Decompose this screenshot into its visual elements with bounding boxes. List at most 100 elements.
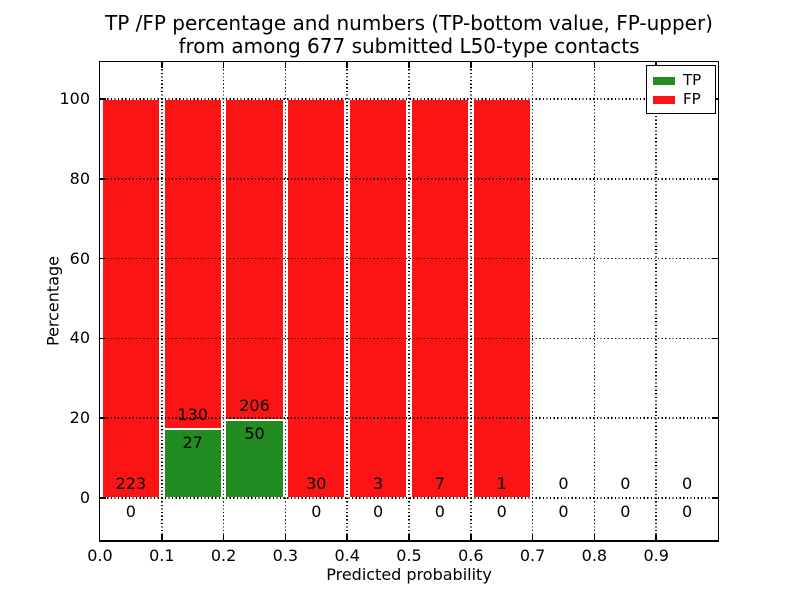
x-tick-mark	[222, 534, 225, 540]
fp-count-label: 3	[373, 474, 384, 493]
gridline-vertical	[408, 62, 410, 540]
fp-count-label: 223	[115, 474, 147, 493]
x-tick-mark	[284, 534, 287, 540]
gridline-horizontal	[100, 497, 718, 499]
tp-count-label: 0	[496, 502, 507, 521]
gridline-horizontal	[100, 257, 718, 260]
bar-fp	[163, 99, 222, 430]
tp-count-label: 27	[182, 433, 203, 453]
x-tick-label: 0.9	[643, 546, 669, 565]
tp-count-label: 0	[682, 502, 693, 521]
legend-label: TP	[683, 71, 702, 89]
y-tick-mark-right	[712, 178, 718, 180]
bar-tp	[163, 429, 222, 498]
x-tick-mark-top	[346, 62, 348, 68]
gridline-vertical	[284, 62, 287, 540]
gridline-horizontal	[100, 98, 718, 100]
legend-entry-tp: TP	[653, 71, 709, 90]
tp-count-label: 0	[125, 502, 136, 521]
y-tick-mark	[100, 497, 106, 499]
gridline-vertical	[655, 62, 657, 540]
y-tick-label: 60	[69, 248, 90, 268]
x-tick-mark	[531, 534, 534, 540]
x-tick-mark	[346, 534, 348, 540]
gridline-horizontal	[100, 337, 718, 340]
x-tick-mark-top	[470, 62, 472, 68]
x-tick-mark	[161, 534, 163, 540]
x-tick-label: 0.1	[149, 546, 175, 565]
x-tick-label: 0.0	[87, 546, 113, 565]
y-tick-mark-right	[712, 497, 718, 499]
fp-count-label: 30	[306, 474, 327, 493]
x-tick-mark	[593, 534, 596, 540]
fp-count-label: 7	[434, 474, 445, 493]
x-tick-label: 0.5	[396, 546, 422, 565]
y-tick-mark-right	[712, 417, 718, 419]
fp-count-label: 0	[682, 474, 693, 493]
x-tick-label: 0.6	[458, 546, 484, 565]
gridline-horizontal	[100, 417, 718, 419]
legend-swatch-tp	[653, 76, 675, 85]
tp-count-label: 50	[244, 424, 265, 444]
tp-count-label: 0	[558, 502, 569, 521]
gridline-vertical	[531, 62, 534, 540]
x-tick-label: 0.2	[210, 546, 237, 565]
x-tick-mark-top	[222, 62, 225, 68]
tp-count-label: 0	[373, 502, 384, 521]
bar-tp	[225, 420, 284, 498]
gridline-vertical	[470, 62, 472, 540]
x-tick-mark-top	[408, 62, 410, 68]
bar-fp	[472, 99, 531, 498]
y-tick-label: 0	[79, 488, 90, 507]
fp-count-label: 1	[496, 474, 507, 493]
x-tick-mark	[655, 534, 657, 540]
bar-fp	[225, 99, 284, 421]
gridline-vertical	[346, 62, 348, 540]
fp-count-label: 206	[239, 396, 270, 416]
bar-fp	[101, 99, 161, 498]
legend-swatch-fp	[653, 95, 675, 104]
fp-count-label: 0	[620, 474, 631, 493]
y-tick-mark	[100, 257, 106, 260]
chart-title-line2: from among 677 submitted L50-type contac…	[178, 34, 640, 58]
x-tick-mark	[408, 534, 410, 540]
bar-fp	[410, 99, 470, 498]
x-tick-mark-top	[284, 62, 287, 68]
gridline-vertical	[593, 62, 596, 540]
y-tick-mark	[100, 178, 106, 180]
y-tick-mark-right	[712, 257, 718, 260]
plot-area	[99, 61, 719, 542]
y-tick-label: 100	[59, 89, 90, 108]
bar-fp	[287, 99, 346, 498]
x-tick-label: 0.3	[272, 546, 299, 565]
y-tick-mark	[100, 337, 106, 340]
legend-label: FP	[683, 90, 701, 108]
y-tick-label: 20	[69, 408, 90, 428]
gridline-vertical	[222, 62, 225, 540]
fp-count-label: 0	[558, 474, 569, 493]
fp-count-label: 130	[177, 405, 208, 425]
y-tick-label: 40	[69, 328, 90, 348]
legend-entry-fp: FP	[653, 90, 709, 109]
tp-count-label: 0	[434, 502, 445, 521]
x-tick-mark	[470, 534, 472, 540]
legend-box: TP FP	[646, 65, 716, 114]
x-tick-mark-top	[161, 62, 163, 68]
x-tick-label: 0.4	[334, 546, 360, 565]
chart-title-line1: TP /FP percentage and numbers (TP-bottom…	[105, 11, 713, 35]
bar-fp	[348, 99, 408, 498]
x-tick-mark-top	[531, 62, 534, 68]
tp-count-label: 0	[620, 502, 631, 521]
x-tick-label: 0.8	[581, 546, 608, 565]
y-tick-mark-right	[712, 337, 718, 340]
x-tick-label: 0.7	[519, 546, 546, 565]
y-tick-label: 80	[69, 168, 90, 188]
x-tick-mark-top	[593, 62, 596, 68]
tp-count-label: 0	[311, 502, 322, 521]
gridline-vertical	[161, 62, 163, 540]
x-axis-label: Predicted probability	[326, 565, 492, 584]
gridline-horizontal	[100, 178, 718, 180]
y-tick-mark	[100, 417, 106, 419]
y-tick-mark	[100, 98, 106, 100]
